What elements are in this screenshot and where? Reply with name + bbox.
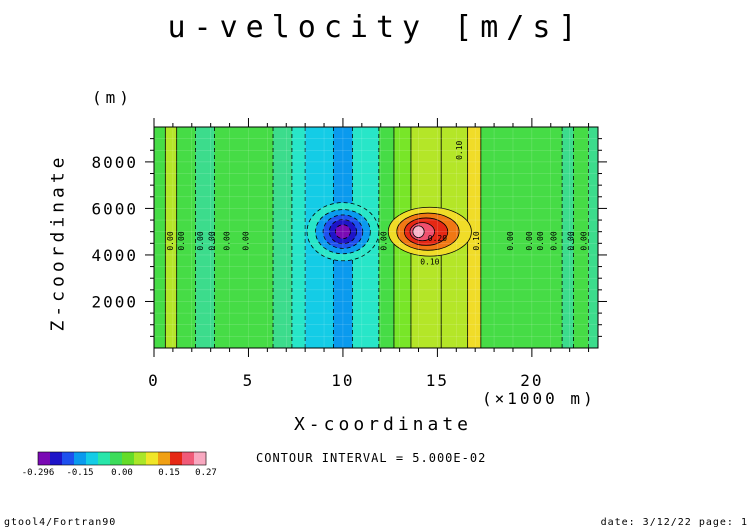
- contour-band-5: [273, 127, 293, 348]
- colorbar-swatch-9: [146, 452, 159, 465]
- plot-area: 0.00 0.00 0.00 0.00 0.00 0.00 0.00 0.10 0.00 0.00…: [154, 127, 598, 348]
- x-tick-label-4: 20: [520, 371, 543, 390]
- colorbar-swatch-12: [182, 452, 195, 465]
- footer-program: gtool4/Fortran90: [4, 517, 117, 528]
- chart-title: u-velocity [m/s]: [167, 10, 585, 45]
- contour-band-15: [480, 127, 563, 348]
- contour-band-2: [176, 127, 197, 348]
- contour-label-1: 0.00: [177, 231, 186, 250]
- contour-band-10: [378, 127, 395, 348]
- x-tick-label-0: 0: [148, 371, 160, 390]
- contour-label-9: 0.00: [525, 231, 534, 250]
- colorbar-label-0: -0.296: [22, 468, 55, 478]
- contour-label-12: 0.00: [566, 231, 575, 250]
- colorbar-label-1: -0.15: [66, 468, 93, 478]
- x-axis-unit: (×1000 m): [482, 389, 596, 408]
- x-tick-label-1: 5: [243, 371, 255, 390]
- colorbar-swatch-8: [134, 452, 147, 465]
- colorbar-label-3: 0.15: [158, 468, 180, 478]
- contour-band-16: [562, 127, 574, 348]
- plot-frame: [153, 126, 599, 349]
- footer-date-page: date: 3/12/22 page: 1: [600, 517, 748, 528]
- contour-label-11: 0.00: [549, 231, 558, 250]
- y-axis-unit: (m): [92, 88, 133, 107]
- contour-interval-note: CONTOUR INTERVAL = 5.000E-02: [256, 451, 487, 465]
- x-tick-label-3: 15: [426, 371, 449, 390]
- contour-label-0: 0.00: [166, 231, 175, 250]
- contour-label-5: 0.00: [241, 231, 250, 250]
- colorbar-swatch-0: [38, 452, 51, 465]
- contour-band-18: [588, 127, 598, 348]
- contour-label-8: 0.00: [506, 231, 515, 250]
- contour-band-4: [214, 127, 274, 348]
- colorbar-label-4: 0.27: [195, 468, 217, 478]
- contour-band-14: [467, 127, 482, 348]
- colorbar-swatch-2: [62, 452, 75, 465]
- contour-label-flat-1: 0.10: [420, 257, 439, 266]
- contour-blob-4: [334, 224, 351, 240]
- colorbar-frame: [37, 451, 207, 466]
- plot-clip-group: 0.00 0.00 0.00 0.00 0.00 0.00 0.00 0.10 0.00 0.00…: [154, 127, 598, 348]
- contour-label-3: 0.00: [207, 231, 216, 250]
- contour-blob-9: [412, 225, 425, 238]
- y-tick-label-0: 2000: [91, 292, 138, 311]
- colorbar-swatch-7: [122, 452, 135, 465]
- colorbar: -0.296 -0.15 0.00 0.15 0.27: [22, 451, 217, 478]
- y-tick-label-1: 4000: [91, 246, 138, 265]
- colorbar-swatch-13: [194, 452, 207, 465]
- contour-label-13: 0.00: [580, 231, 589, 250]
- contour-label-14: 0.10: [455, 140, 464, 159]
- colorbar-swatch-10: [158, 452, 171, 465]
- contour-band-3: [195, 127, 215, 348]
- contour-band-0: [154, 127, 166, 348]
- x-axis-label: X-coordinate: [293, 414, 473, 435]
- contour-label-10: 0.00: [536, 231, 545, 250]
- contour-label-2: 0.00: [196, 231, 205, 250]
- contour-label-4: 0.00: [223, 231, 232, 250]
- y-tick-label-3: 8000: [91, 153, 138, 172]
- contour-band-17: [573, 127, 590, 348]
- contour-band-6: [291, 127, 306, 348]
- colorbar-label-2: 0.00: [111, 468, 133, 478]
- contour-band-1: [165, 127, 178, 348]
- y-tick-label-2: 6000: [91, 199, 138, 218]
- colorbar-swatch-6: [110, 452, 123, 465]
- contour-label-flat-0: 0.20: [428, 234, 447, 243]
- colorbar-swatch-3: [74, 452, 87, 465]
- colorbar-swatch-5: [98, 452, 111, 465]
- colorbar-swatch-1: [50, 452, 63, 465]
- x-tick-label-2: 10: [331, 371, 354, 390]
- axes: 0 5 10 15 20 2000 4000 6000 8000: [91, 118, 607, 390]
- contour-label-6: 0.00: [379, 231, 388, 250]
- colorbar-swatch-4: [86, 452, 99, 465]
- contour-label-7: 0.10: [472, 231, 481, 250]
- colorbar-swatch-11: [170, 452, 183, 465]
